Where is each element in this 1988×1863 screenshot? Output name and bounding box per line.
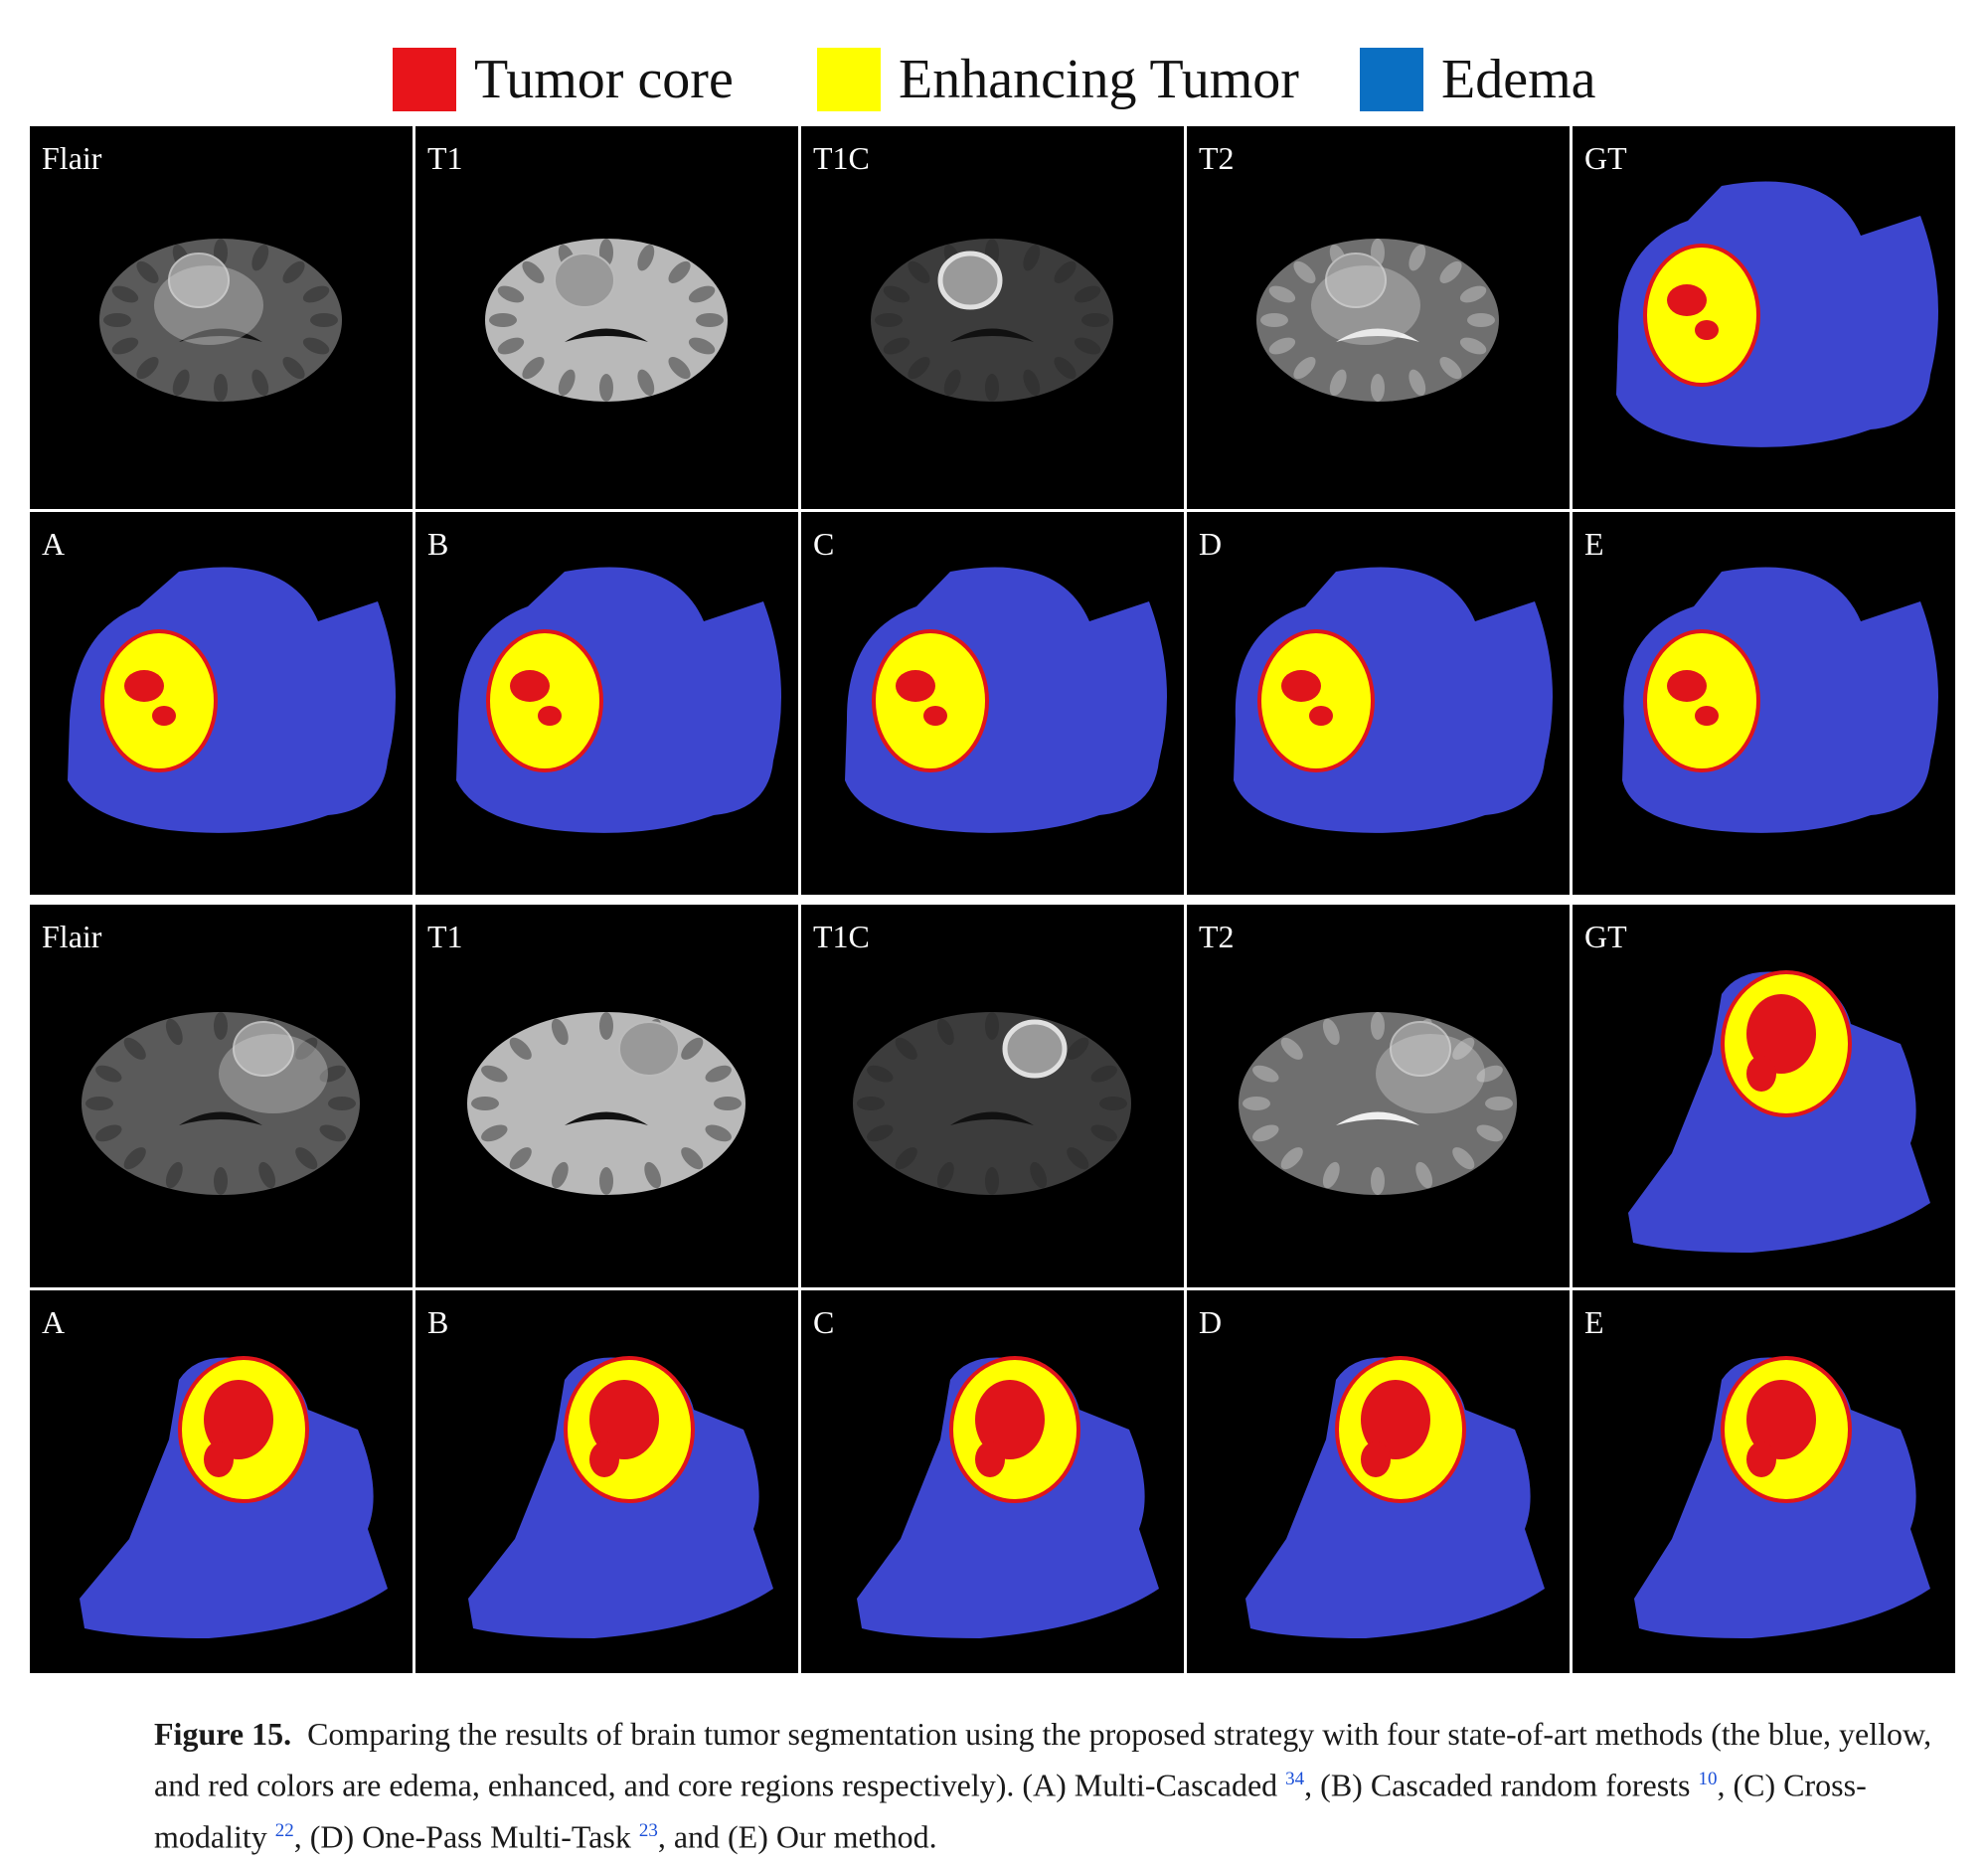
caption-ref-1[interactable]: 34 bbox=[1285, 1769, 1305, 1789]
segmentation-mask bbox=[1622, 567, 1938, 833]
caption-text-1: Comparing the results of brain tumor seg… bbox=[154, 1716, 1932, 1803]
segmentation-mask bbox=[857, 1356, 1159, 1638]
panel-method-d: D bbox=[1187, 1290, 1570, 1673]
panel-modality-t1c: T1C bbox=[801, 905, 1184, 1287]
panel-label: GT bbox=[1584, 919, 1627, 954]
segmentation-mask bbox=[1234, 567, 1553, 833]
panel-label: T1C bbox=[813, 140, 870, 176]
figure-block-case-2: Flair T1 T1C T2 GT A B C D E bbox=[30, 905, 1958, 1680]
caption-ref-2[interactable]: 10 bbox=[1698, 1769, 1718, 1789]
segmentation-mask bbox=[1634, 1356, 1930, 1638]
panel-modality-t1c: T1C bbox=[801, 126, 1184, 509]
panel-label: B bbox=[427, 1304, 449, 1340]
panel-modality-t1: T1 bbox=[415, 126, 798, 509]
panel-label: A bbox=[42, 526, 66, 562]
segmentation-mask bbox=[1245, 1356, 1545, 1638]
panel-label: E bbox=[1584, 526, 1604, 562]
legend-label-edema: Edema bbox=[1441, 49, 1596, 110]
panel-method-d: D bbox=[1187, 512, 1570, 895]
tumor-core-swatch bbox=[393, 48, 456, 111]
mri-scan-image bbox=[82, 1012, 360, 1195]
panel-label: T1 bbox=[427, 919, 463, 954]
panel-label: T2 bbox=[1199, 919, 1235, 954]
figure-label: Figure 15. bbox=[154, 1716, 292, 1752]
panel-method-b: B bbox=[415, 1290, 798, 1673]
edema-swatch bbox=[1360, 48, 1423, 111]
caption-text-4: , (D) One-Pass Multi-Task bbox=[293, 1818, 639, 1855]
panel-modality-flair: Flair bbox=[30, 126, 413, 509]
mri-scan-image bbox=[853, 1012, 1131, 1195]
mri-scan-image bbox=[99, 239, 342, 402]
caption-text-2: , (B) Cascaded random forests bbox=[1304, 1767, 1699, 1803]
panel-method-c: C bbox=[801, 512, 1184, 895]
panel-modality-t2: T2 bbox=[1187, 126, 1570, 509]
panel-label: B bbox=[427, 526, 449, 562]
panel-method-b: B bbox=[415, 512, 798, 895]
panel-label: C bbox=[813, 526, 835, 562]
panel-label: D bbox=[1199, 1304, 1223, 1340]
panel-modality-t2: T2 bbox=[1187, 905, 1570, 1287]
panel-label: D bbox=[1199, 526, 1223, 562]
mri-scan-image bbox=[1256, 239, 1499, 402]
legend-item-tumor-core: Tumor core bbox=[393, 48, 734, 111]
mri-scan-image bbox=[1239, 1012, 1517, 1195]
panel-label: GT bbox=[1584, 140, 1627, 176]
panel-label: T2 bbox=[1199, 140, 1235, 176]
panel-label: C bbox=[813, 1304, 835, 1340]
caption-ref-4[interactable]: 23 bbox=[638, 1819, 658, 1841]
panel-modality-gt: GT bbox=[1573, 126, 1955, 509]
panel-method-a: A bbox=[30, 1290, 413, 1673]
panel-label: Flair bbox=[42, 140, 102, 176]
panel-label: E bbox=[1584, 1304, 1604, 1340]
segmentation-mask bbox=[68, 567, 396, 833]
mri-scan-image bbox=[871, 239, 1113, 402]
segmentation-mask bbox=[80, 1356, 388, 1638]
panel-modality-t1: T1 bbox=[415, 905, 798, 1287]
caption-text-5: , and (E) Our method. bbox=[657, 1818, 937, 1855]
segmentation-mask bbox=[845, 567, 1167, 833]
panel-method-e: E bbox=[1573, 512, 1955, 895]
legend: Tumor core Enhancing Tumor Edema bbox=[0, 40, 1988, 119]
segmentation-mask bbox=[456, 567, 781, 833]
legend-item-edema: Edema bbox=[1360, 48, 1595, 111]
caption-text-3: , (C) Cross-modality bbox=[154, 1767, 1867, 1855]
segmentation-mask bbox=[1616, 181, 1938, 447]
panel-method-e: E bbox=[1573, 1290, 1955, 1673]
segmentation-mask bbox=[468, 1356, 773, 1638]
panel-label: T1 bbox=[427, 140, 463, 176]
legend-label-enhancing-tumor: Enhancing Tumor bbox=[899, 49, 1299, 110]
enhancing-tumor-swatch bbox=[817, 48, 881, 111]
segmentation-mask bbox=[1628, 970, 1930, 1253]
mri-scan-image bbox=[467, 1012, 746, 1195]
panel-label: Flair bbox=[42, 919, 102, 954]
panel-method-c: C bbox=[801, 1290, 1184, 1673]
legend-item-enhancing-tumor: Enhancing Tumor bbox=[817, 48, 1299, 111]
mri-scan-image bbox=[485, 239, 728, 402]
panel-method-a: A bbox=[30, 512, 413, 895]
panel-label: A bbox=[42, 1304, 66, 1340]
panel-modality-gt: GT bbox=[1573, 905, 1955, 1287]
figure-caption: Figure 15. Comparing the results of brai… bbox=[154, 1712, 1953, 1859]
figure-block-case-1: Flair T1 T1C T2 GT A B C D E bbox=[30, 126, 1958, 902]
panel-label: T1C bbox=[813, 919, 870, 954]
legend-label-tumor-core: Tumor core bbox=[474, 49, 734, 110]
panel-modality-flair: Flair bbox=[30, 905, 413, 1287]
caption-ref-3[interactable]: 22 bbox=[274, 1819, 294, 1841]
